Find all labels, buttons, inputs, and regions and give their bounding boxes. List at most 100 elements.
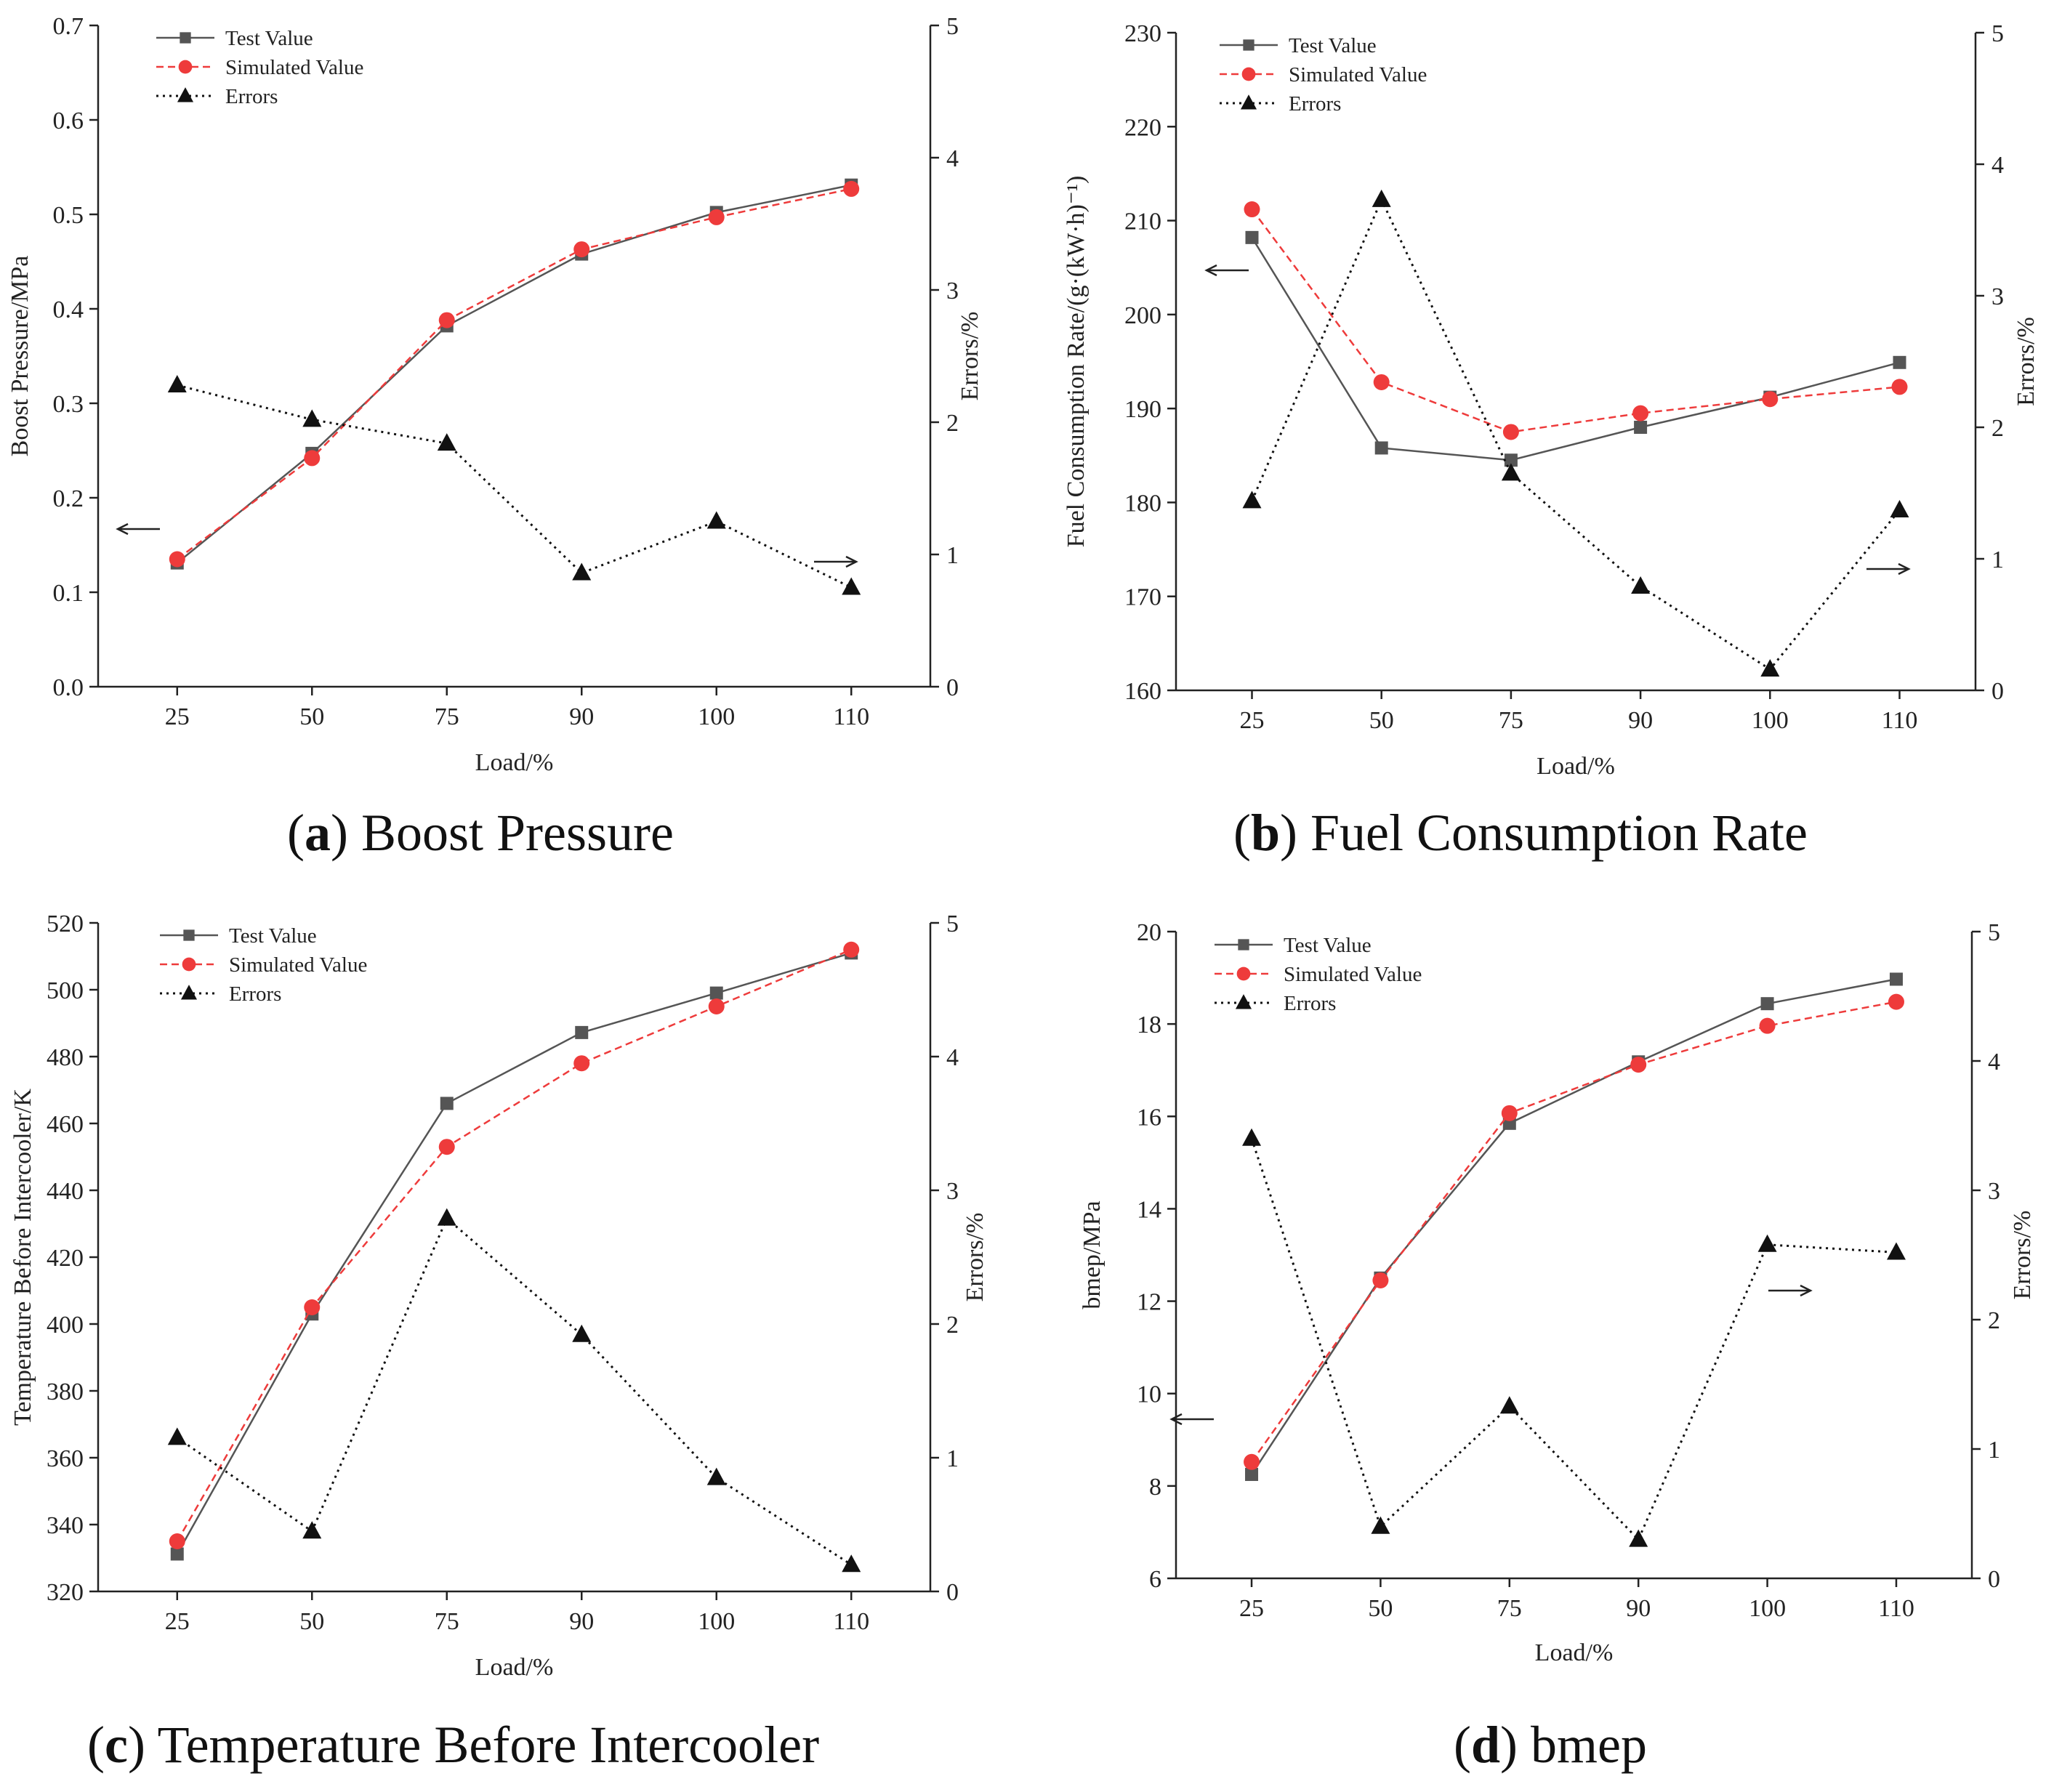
point-errors bbox=[1499, 1396, 1519, 1414]
caption-letter: a bbox=[304, 804, 331, 862]
point-simulated bbox=[573, 1055, 590, 1072]
legend-label-test: Test Value bbox=[229, 924, 317, 948]
point-simulated bbox=[843, 941, 860, 958]
x-axis-title: Load/% bbox=[1537, 753, 1615, 780]
point-errors bbox=[1760, 659, 1780, 677]
series-line-simulated bbox=[1251, 209, 1900, 433]
x-tick-label: 90 bbox=[1628, 707, 1653, 734]
legend-label-simulated: Simulated Value bbox=[225, 56, 363, 79]
caption-letter: d bbox=[1470, 1716, 1501, 1774]
series-simulated bbox=[169, 180, 860, 568]
legend-label-errors: Errors bbox=[229, 982, 281, 1006]
legend-label-test: Test Value bbox=[225, 27, 313, 50]
point-test bbox=[575, 1025, 589, 1039]
left-axis-arrow bbox=[116, 522, 160, 536]
point-errors bbox=[437, 1208, 456, 1226]
y-tick-label: 500 bbox=[47, 977, 84, 1004]
y2-tick-label: 2 bbox=[1988, 1307, 2000, 1334]
series-test bbox=[170, 946, 858, 1561]
y2-tick-label: 1 bbox=[946, 542, 959, 569]
legend-marker-errors bbox=[1235, 994, 1252, 1009]
y-tick-label: 16 bbox=[1137, 1104, 1161, 1131]
y2-tick-label: 1 bbox=[1988, 1437, 2000, 1464]
point-errors bbox=[706, 511, 726, 529]
legend-marker-test bbox=[1238, 939, 1249, 951]
x-tick-label: 90 bbox=[569, 1608, 594, 1635]
legend: Test Value Simulated Value Errors bbox=[156, 27, 363, 108]
y-tick-label: 190 bbox=[1124, 396, 1161, 423]
y2-axis-title: Errors/% bbox=[956, 312, 983, 401]
y2-tick-label: 4 bbox=[946, 145, 959, 172]
point-errors bbox=[1371, 1516, 1390, 1534]
point-errors bbox=[167, 1427, 187, 1445]
point-simulated bbox=[708, 209, 725, 225]
x-tick-label: 50 bbox=[1369, 707, 1394, 734]
legend-marker-simulated bbox=[182, 957, 196, 972]
point-test bbox=[1893, 355, 1906, 369]
point-simulated bbox=[1630, 1057, 1647, 1073]
point-simulated bbox=[169, 551, 185, 568]
x-tick-label: 25 bbox=[1239, 1595, 1264, 1622]
y2-tick-label: 4 bbox=[946, 1044, 959, 1071]
right-axis-arrow bbox=[1866, 562, 1911, 576]
point-simulated bbox=[1372, 1272, 1389, 1288]
point-errors bbox=[1372, 189, 1391, 207]
right-axis-arrow bbox=[814, 555, 858, 568]
caption-letter: b bbox=[1250, 804, 1281, 862]
y-tick-label: 360 bbox=[47, 1445, 84, 1472]
y2-tick-label: 1 bbox=[1991, 546, 2004, 573]
y-tick-label: 340 bbox=[47, 1512, 84, 1539]
y-tick-label: 480 bbox=[47, 1044, 84, 1071]
point-simulated bbox=[843, 180, 860, 197]
point-test bbox=[1374, 441, 1388, 455]
series-test bbox=[1245, 230, 1906, 467]
y2-axis-title: Errors/% bbox=[2009, 1211, 2036, 1300]
point-errors bbox=[1629, 1529, 1648, 1547]
y-tick-label: 18 bbox=[1137, 1012, 1161, 1038]
y-tick-label: 170 bbox=[1124, 584, 1161, 611]
x-tick-label: 100 bbox=[698, 1608, 735, 1635]
y-tick-label: 320 bbox=[47, 1579, 84, 1606]
chart-b: 160 170 180 190 200 210 220 230 0 1 2 3 4 5 25 50 75 90 10… bbox=[1063, 20, 2039, 780]
x-tick-label: 25 bbox=[165, 703, 190, 730]
series-simulated bbox=[169, 941, 860, 1549]
series-line-errors bbox=[1250, 1138, 1897, 1542]
y-tick-label: 160 bbox=[1124, 678, 1161, 705]
y-tick-label: 520 bbox=[47, 911, 84, 937]
y-tick-label: 0.1 bbox=[53, 580, 84, 607]
legend-marker-simulated bbox=[1236, 966, 1251, 981]
point-test bbox=[440, 1097, 454, 1110]
x-axis-title: Load/% bbox=[1535, 1639, 1614, 1666]
point-simulated bbox=[1891, 379, 1908, 395]
x-tick-label: 110 bbox=[833, 1608, 869, 1635]
x-tick-label: 25 bbox=[165, 1608, 190, 1635]
point-simulated bbox=[1759, 1017, 1776, 1034]
left-axis-arrow bbox=[1204, 264, 1249, 277]
point-simulated bbox=[304, 450, 321, 467]
chart-a: 0.0 0.1 0.2 0.3 0.4 0.5 0.6 0.7 0 1 2 3 4 5 25 50 75 90 10… bbox=[7, 13, 983, 776]
y2-tick-label: 3 bbox=[946, 278, 959, 304]
caption-c: (c) Temperature Before Intercooler bbox=[87, 1716, 820, 1774]
caption-b: (b) Fuel Consumption Rate bbox=[1233, 804, 1808, 862]
y-tick-label: 210 bbox=[1124, 209, 1161, 235]
caption-d: (d) bmep bbox=[1454, 1716, 1647, 1774]
series-line-test bbox=[1251, 237, 1900, 461]
y-tick-label: 230 bbox=[1124, 20, 1161, 47]
y2-tick-label: 5 bbox=[946, 13, 959, 40]
axes: 160 170 180 190 200 210 220 230 0 1 2 3 4 5 25 50 75 90 10… bbox=[1124, 20, 2004, 734]
legend-marker-simulated bbox=[1241, 67, 1256, 81]
series-simulated bbox=[1244, 993, 1904, 1470]
series-line-errors bbox=[1251, 197, 1901, 671]
y-tick-label: 220 bbox=[1124, 114, 1161, 141]
y-tick-label: 0.3 bbox=[53, 391, 84, 418]
y2-tick-label: 0 bbox=[1991, 678, 2004, 705]
point-simulated bbox=[169, 1533, 185, 1549]
y-tick-label: 420 bbox=[47, 1245, 84, 1272]
y2-tick-label: 4 bbox=[1991, 152, 2004, 179]
point-test bbox=[170, 1547, 184, 1561]
y2-tick-label: 0 bbox=[946, 1579, 959, 1606]
point-errors bbox=[1890, 500, 1909, 518]
caption-title: Boost Pressure bbox=[361, 804, 674, 862]
x-tick-label: 110 bbox=[833, 703, 869, 730]
